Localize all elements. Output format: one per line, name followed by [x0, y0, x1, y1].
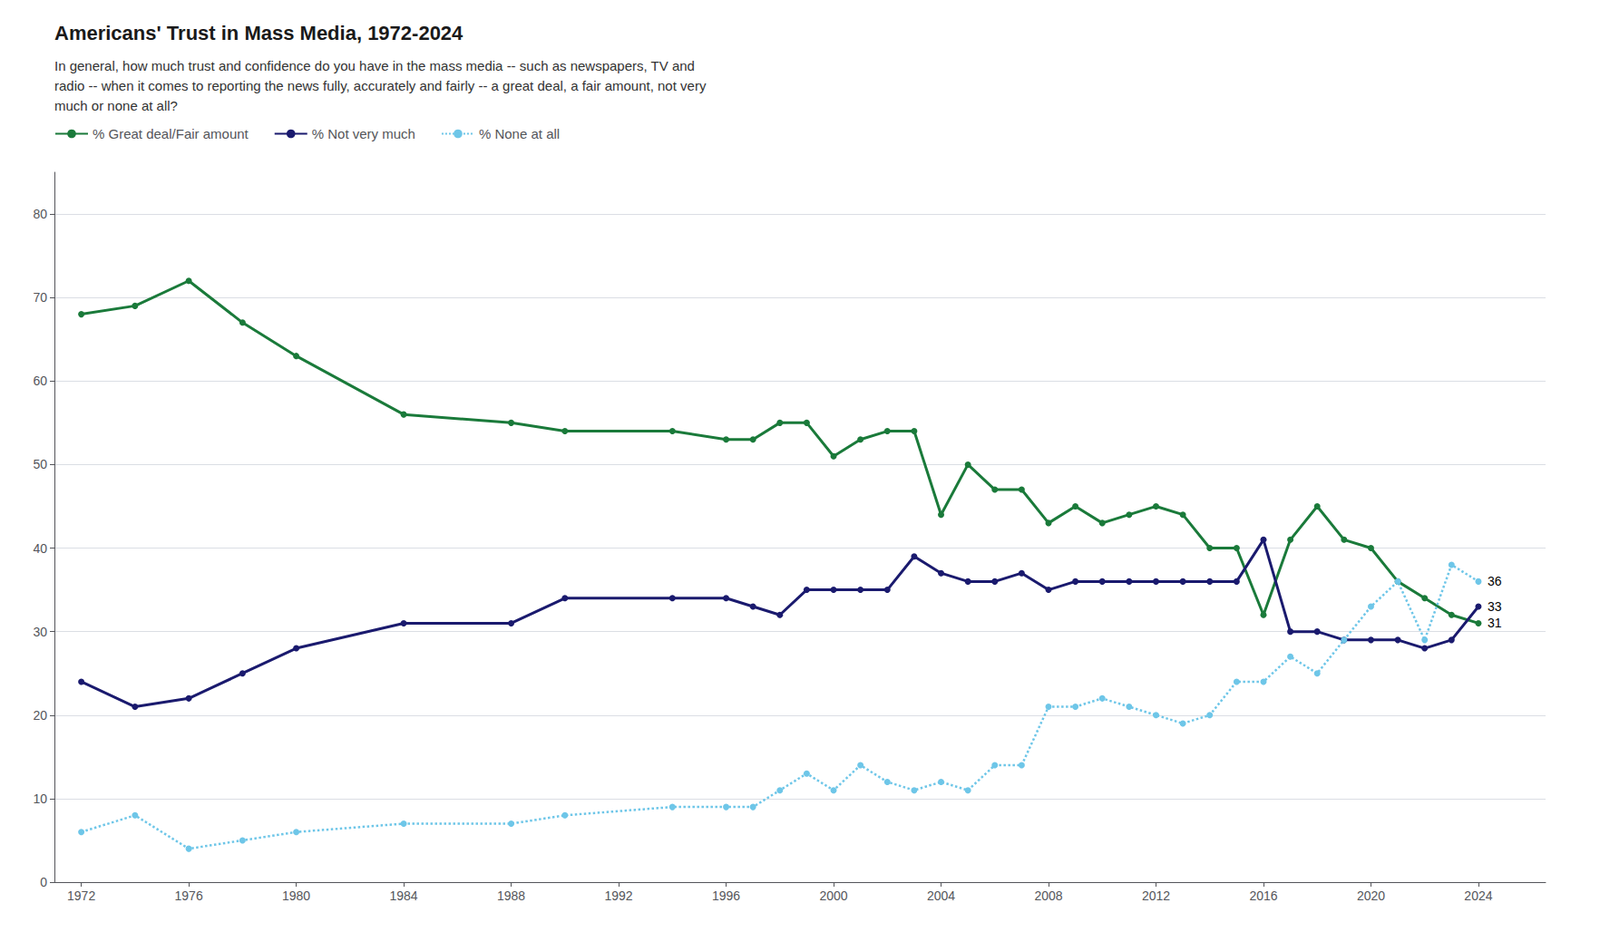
- svg-text:much or none at all?: much or none at all?: [54, 97, 178, 114]
- svg-text:2024: 2024: [1463, 888, 1493, 904]
- svg-text:31: 31: [1487, 615, 1503, 631]
- svg-text:33: 33: [1487, 599, 1503, 615]
- svg-text:30: 30: [32, 624, 48, 640]
- svg-text:50: 50: [32, 457, 48, 472]
- svg-text:36: 36: [1487, 574, 1503, 589]
- svg-text:1980: 1980: [282, 888, 311, 904]
- svg-text:1984: 1984: [390, 888, 419, 904]
- svg-text:40: 40: [32, 541, 48, 557]
- svg-text:radio -- when it comes to repo: radio -- when it comes to reporting the …: [54, 78, 707, 94]
- svg-text:70: 70: [32, 290, 48, 305]
- svg-text:1972: 1972: [67, 888, 96, 904]
- svg-text:% Great deal/Fair amount: % Great deal/Fair amount: [92, 126, 250, 142]
- svg-text:2020: 2020: [1356, 888, 1386, 904]
- svg-text:20: 20: [32, 708, 48, 723]
- svg-text:1976: 1976: [175, 888, 204, 904]
- svg-text:1996: 1996: [712, 888, 741, 904]
- svg-text:2004: 2004: [926, 888, 956, 904]
- svg-text:% Not very much: % Not very much: [312, 126, 416, 142]
- svg-text:2012: 2012: [1141, 888, 1171, 904]
- svg-text:1988: 1988: [497, 888, 526, 904]
- svg-text:In general, how much trust and: In general, how much trust and confidenc…: [54, 58, 695, 74]
- svg-text:1992: 1992: [604, 888, 633, 904]
- svg-text:2000: 2000: [819, 888, 848, 904]
- svg-text:10: 10: [32, 791, 48, 807]
- svg-text:Americans' Trust in Mass Media: Americans' Trust in Mass Media, 1972-202…: [54, 21, 464, 45]
- svg-text:2016: 2016: [1248, 888, 1278, 904]
- svg-text:0: 0: [39, 875, 48, 890]
- svg-text:60: 60: [32, 373, 48, 389]
- svg-text:% None at all: % None at all: [478, 126, 560, 142]
- svg-text:2008: 2008: [1034, 888, 1063, 904]
- svg-text:80: 80: [32, 206, 48, 222]
